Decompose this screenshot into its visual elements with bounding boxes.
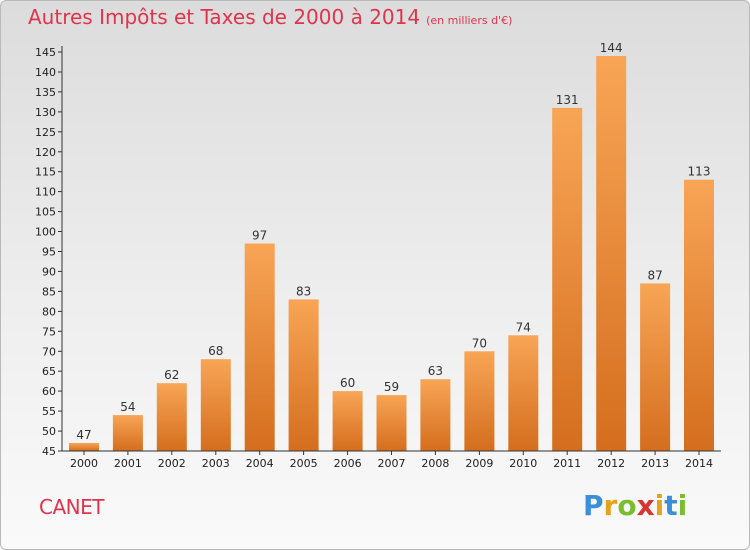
y-tick-label-75: 75 (42, 325, 56, 338)
value-label-2004: 97 (252, 229, 267, 243)
x-tick-label-2007: 2007 (378, 457, 406, 470)
logo-letter: i (677, 489, 688, 522)
bar-2002 (156, 383, 187, 451)
y-tick-label-125: 125 (35, 126, 56, 139)
y-tick-label-45: 45 (42, 445, 56, 458)
y-tick-label-135: 135 (35, 86, 56, 99)
y-tick-label-65: 65 (42, 365, 56, 378)
bar-2014 (684, 179, 714, 451)
logo-letter: i (654, 489, 665, 522)
bar-2008 (420, 379, 451, 451)
logo-letter: r (603, 489, 618, 522)
x-tick-label-2004: 2004 (246, 457, 274, 470)
x-tick-label-2014: 2014 (685, 457, 713, 470)
y-tick-label-90: 90 (42, 265, 56, 278)
logo-letter: t (664, 489, 678, 522)
y-tick-label-105: 105 (35, 206, 56, 219)
value-label-2006: 60 (340, 376, 355, 390)
bar-2010 (508, 335, 539, 451)
value-label-2007: 59 (384, 380, 399, 394)
value-label-2008: 63 (428, 364, 443, 378)
value-label-2009: 70 (472, 336, 487, 350)
x-tick-label-2011: 2011 (553, 457, 581, 470)
bar-2012 (596, 56, 627, 451)
value-label-2001: 54 (120, 400, 135, 414)
y-tick-label-70: 70 (42, 345, 56, 358)
chart-unit: (en milliers d'€) (426, 14, 513, 27)
y-tick-label-60: 60 (42, 385, 56, 398)
value-label-2005: 83 (296, 284, 311, 298)
y-tick-label-130: 130 (35, 106, 56, 119)
bar-2009 (464, 351, 495, 452)
logo-letter: x (636, 489, 655, 522)
logo-letter: o (617, 489, 637, 522)
y-tick-label-100: 100 (35, 226, 56, 239)
x-tick-label-2013: 2013 (641, 457, 669, 470)
y-tick-label-140: 140 (35, 66, 56, 79)
value-label-2013: 87 (647, 268, 662, 282)
bar-2000 (69, 443, 99, 451)
value-label-2011: 131 (556, 93, 579, 107)
logo-letter: P (583, 489, 604, 522)
x-tick-label-2010: 2010 (509, 457, 537, 470)
commune-name: CANET (39, 495, 104, 519)
x-tick-label-2000: 2000 (70, 457, 98, 470)
x-tick-label-2001: 2001 (114, 457, 142, 470)
x-tick-label-2006: 2006 (334, 457, 362, 470)
y-tick-label-115: 115 (35, 166, 56, 179)
chart-title: Autres Impôts et Taxes de 2000 à 2014 (28, 5, 421, 29)
y-tick-label-80: 80 (42, 305, 56, 318)
bar-2013 (640, 283, 671, 451)
value-label-2000: 47 (76, 428, 91, 442)
value-label-2014: 113 (688, 165, 711, 179)
y-tick-label-120: 120 (35, 146, 56, 159)
bar-2001 (112, 415, 143, 451)
chart-title-row: Autres Impôts et Taxes de 2000 à 2014 (en… (28, 5, 512, 29)
y-tick-label-110: 110 (35, 186, 56, 199)
value-label-2012: 144 (600, 41, 623, 55)
bar-2006 (332, 391, 363, 451)
bar-2005 (288, 299, 319, 451)
bar-2011 (552, 107, 583, 452)
x-tick-label-2002: 2002 (158, 457, 186, 470)
x-tick-label-2008: 2008 (421, 457, 449, 470)
y-tick-label-145: 145 (35, 46, 56, 59)
value-label-2003: 68 (208, 344, 223, 358)
bar-2007 (376, 395, 407, 451)
value-label-2010: 74 (516, 320, 531, 334)
bar-2004 (244, 243, 275, 451)
x-tick-label-2005: 2005 (290, 457, 318, 470)
y-tick-label-85: 85 (42, 285, 56, 298)
x-tick-label-2009: 2009 (465, 457, 493, 470)
bar-2003 (200, 359, 231, 451)
proxiti-logo: Proxiti (583, 489, 687, 522)
value-label-2002: 62 (164, 368, 179, 382)
y-tick-label-50: 50 (42, 425, 56, 438)
y-tick-label-55: 55 (42, 405, 56, 418)
y-tick-label-95: 95 (42, 246, 56, 259)
x-tick-label-2012: 2012 (597, 457, 625, 470)
x-tick-label-2003: 2003 (202, 457, 230, 470)
